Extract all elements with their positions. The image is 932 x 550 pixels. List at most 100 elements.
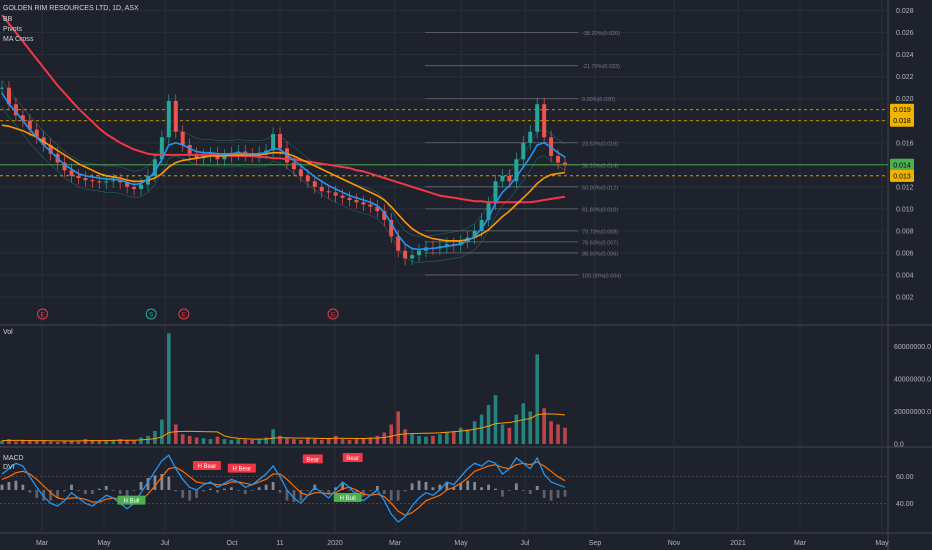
time-tick-label: 2020 bbox=[327, 540, 343, 547]
volume-bar bbox=[389, 424, 394, 444]
macd-histogram-bar bbox=[84, 490, 87, 494]
volume-bar bbox=[55, 442, 60, 444]
candle-body bbox=[111, 180, 116, 182]
candle-body bbox=[444, 244, 449, 247]
volume-bar bbox=[472, 421, 477, 444]
macd-histogram-bar bbox=[514, 483, 518, 490]
volume-tick-label: 40000000.0 bbox=[894, 376, 931, 383]
price-tag bbox=[890, 169, 914, 182]
osc-tick-label: 40.00 bbox=[896, 501, 914, 508]
fib-level-label: 70.70%(0.008) bbox=[582, 229, 618, 235]
macd-histogram-bar bbox=[507, 490, 511, 491]
macd-histogram-bar bbox=[181, 490, 185, 498]
macd-histogram-bar bbox=[535, 486, 539, 490]
bb-lower-line bbox=[1, 106, 566, 264]
candle-body bbox=[319, 186, 324, 192]
bb-upper-line bbox=[1, 79, 566, 237]
event-marker bbox=[37, 308, 49, 320]
macd-histogram-bar bbox=[118, 490, 122, 494]
price-pane[interactable]: -38.20%(0.026) -21.70%(0.023) 0.00%(0.020)… bbox=[0, 14, 888, 320]
volume-pane[interactable] bbox=[0, 333, 567, 444]
macd-histogram-bar bbox=[160, 474, 164, 490]
volume-bar bbox=[243, 439, 248, 444]
macd-histogram-bar bbox=[375, 486, 379, 490]
candle-body bbox=[62, 162, 67, 171]
fib-level-label: 0.00%(0.020) bbox=[582, 97, 615, 103]
volume-bar bbox=[347, 439, 352, 444]
time-tick-label: Nov bbox=[668, 540, 681, 547]
volume-bar bbox=[528, 411, 533, 444]
ma-fast-line bbox=[1, 92, 566, 251]
price-tag bbox=[890, 114, 914, 127]
volume-bar bbox=[14, 441, 18, 444]
macd-histogram-bar bbox=[125, 490, 129, 497]
candle-body bbox=[139, 184, 144, 190]
event-marker-label: E bbox=[331, 313, 335, 319]
candle-body bbox=[27, 120, 32, 130]
volume-bar bbox=[125, 440, 129, 444]
volume-bar bbox=[160, 419, 164, 444]
volume-bar bbox=[118, 439, 122, 444]
indicator-bb[interactable]: BB bbox=[3, 16, 13, 23]
time-tick-label: Oct bbox=[227, 540, 238, 547]
event-marker-label: E bbox=[182, 313, 186, 319]
candle-body bbox=[375, 206, 380, 212]
macd-histogram-bar bbox=[327, 490, 331, 494]
volume-bar bbox=[299, 439, 303, 444]
candle-body bbox=[493, 181, 498, 204]
volume-bar bbox=[90, 439, 95, 444]
volume-bar bbox=[396, 411, 400, 444]
macd-histogram-bar bbox=[445, 482, 449, 490]
volume-title: Vol bbox=[3, 329, 13, 336]
price-tick-label: 0.008 bbox=[896, 228, 914, 235]
candle-body bbox=[326, 191, 331, 193]
volume-bar bbox=[28, 440, 32, 444]
candle-body bbox=[500, 175, 505, 182]
candle-body bbox=[13, 104, 18, 116]
volume-bar bbox=[97, 440, 102, 444]
signal-annotation-box bbox=[342, 453, 363, 462]
time-tick-label: Jul bbox=[161, 540, 170, 547]
price-tag bbox=[890, 158, 914, 171]
macd-pane[interactable]: H Bear H Bear H Bull Bear Bear H Bull bbox=[0, 453, 567, 523]
volume-bar bbox=[424, 436, 428, 444]
macd-histogram-bar bbox=[174, 490, 178, 492]
macd-histogram-bar bbox=[257, 487, 261, 490]
time-tick-label: 2021 bbox=[730, 540, 746, 547]
macd-histogram-bar bbox=[146, 478, 150, 490]
indicator-ma-cross[interactable]: MA Cross bbox=[3, 36, 34, 43]
candle-body bbox=[410, 255, 415, 259]
candle-body bbox=[417, 250, 422, 256]
event-marker bbox=[327, 308, 339, 320]
volume-bar bbox=[41, 440, 46, 444]
price-tick-label: 0.024 bbox=[896, 52, 914, 59]
macd-histogram-bar bbox=[473, 482, 477, 490]
macd-histogram-bar bbox=[341, 483, 344, 490]
candle-body bbox=[104, 181, 109, 183]
macd-histogram-bar bbox=[438, 484, 442, 490]
candle-body bbox=[507, 175, 512, 182]
candle-body bbox=[486, 203, 491, 220]
volume-bar bbox=[368, 437, 373, 444]
indicator-pivots[interactable]: Pivots bbox=[3, 26, 23, 33]
volume-bar bbox=[382, 432, 387, 444]
candle-body bbox=[166, 100, 171, 138]
candle-body bbox=[222, 155, 227, 160]
macd-label: MACD bbox=[3, 455, 24, 462]
volume-bar bbox=[146, 435, 150, 444]
volume-bar bbox=[187, 435, 192, 444]
macd-histogram-bar bbox=[542, 490, 546, 498]
volume-bar bbox=[250, 439, 255, 444]
volume-bar bbox=[34, 441, 39, 444]
macd-histogram-bar bbox=[223, 488, 226, 490]
volume-bar bbox=[438, 434, 442, 444]
price-tag-label: 0.013 bbox=[893, 173, 911, 180]
candle-body bbox=[472, 230, 477, 238]
macd-histogram-bar bbox=[7, 482, 11, 490]
price-tick-label: 0.006 bbox=[896, 250, 914, 257]
volume-bar bbox=[458, 427, 463, 444]
volume-bar bbox=[549, 421, 553, 444]
candle-body bbox=[396, 236, 401, 251]
